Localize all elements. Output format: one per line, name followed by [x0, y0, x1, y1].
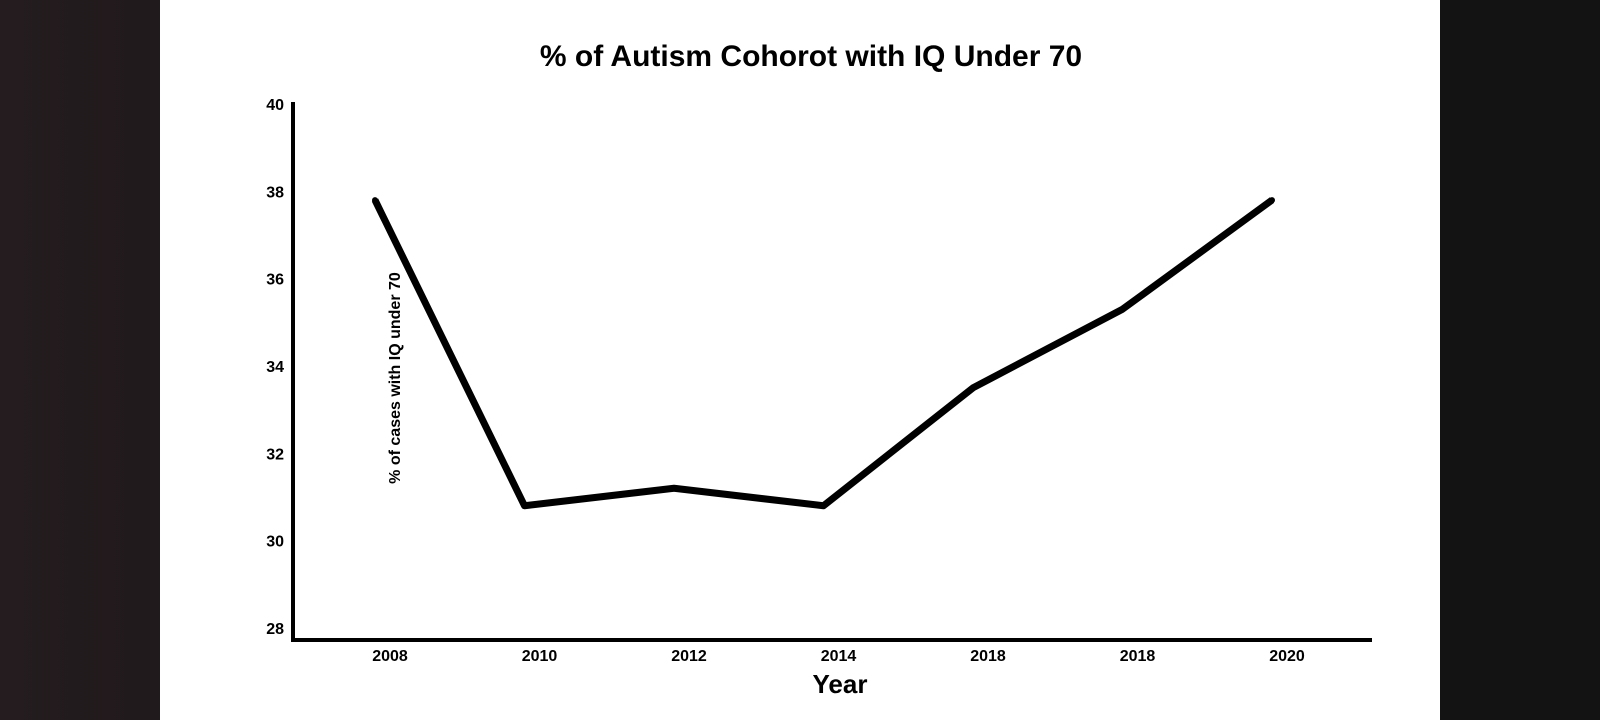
y-tick-label: 28: [266, 621, 284, 638]
series-line: [371, 197, 1275, 510]
y-axis-label: % of cases with IQ under 70: [387, 272, 404, 484]
x-axis-label: Year: [813, 669, 868, 699]
y-tick-label: 38: [266, 184, 284, 201]
data-point: [521, 502, 528, 509]
y-tick-label: 40: [266, 97, 284, 114]
x-tick-label: 2018: [970, 648, 1006, 665]
data-point: [820, 502, 827, 509]
y-tick-label: 36: [266, 272, 284, 289]
data-point: [1269, 197, 1275, 204]
line-chart: % of Autism Cohorot with IQ Under 70 % o…: [266, 40, 1372, 699]
x-tick-label: 2018: [1120, 648, 1156, 665]
y-tick-label: 32: [266, 446, 284, 463]
chart-panel: % of Autism Cohorot with IQ Under 70 % o…: [160, 0, 1440, 720]
y-tick-label: 30: [266, 534, 284, 551]
x-tick-label: 2012: [671, 648, 707, 665]
x-tick-labels: 2008 2010 2012 2014 2018 2018 2020: [372, 648, 1305, 665]
data-point: [671, 485, 677, 492]
y-tick-label: 34: [266, 359, 284, 376]
series-group: [371, 197, 1275, 510]
chart-title: % of Autism Cohorot with IQ Under 70: [540, 40, 1082, 73]
x-tick-label: 2010: [522, 648, 558, 665]
x-tick-label: 2008: [372, 648, 408, 665]
x-tick-label: 2020: [1269, 648, 1305, 665]
data-point: [372, 197, 378, 204]
x-tick-label: 2014: [821, 648, 857, 665]
data-point: [1119, 306, 1126, 313]
y-tick-labels: 28 30 32 34 36 38 40: [266, 97, 284, 638]
data-point: [970, 384, 976, 391]
